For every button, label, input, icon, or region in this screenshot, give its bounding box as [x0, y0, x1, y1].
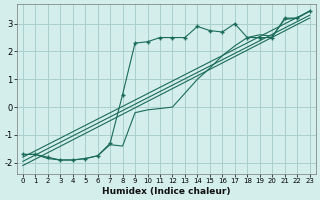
X-axis label: Humidex (Indice chaleur): Humidex (Indice chaleur)	[102, 187, 230, 196]
